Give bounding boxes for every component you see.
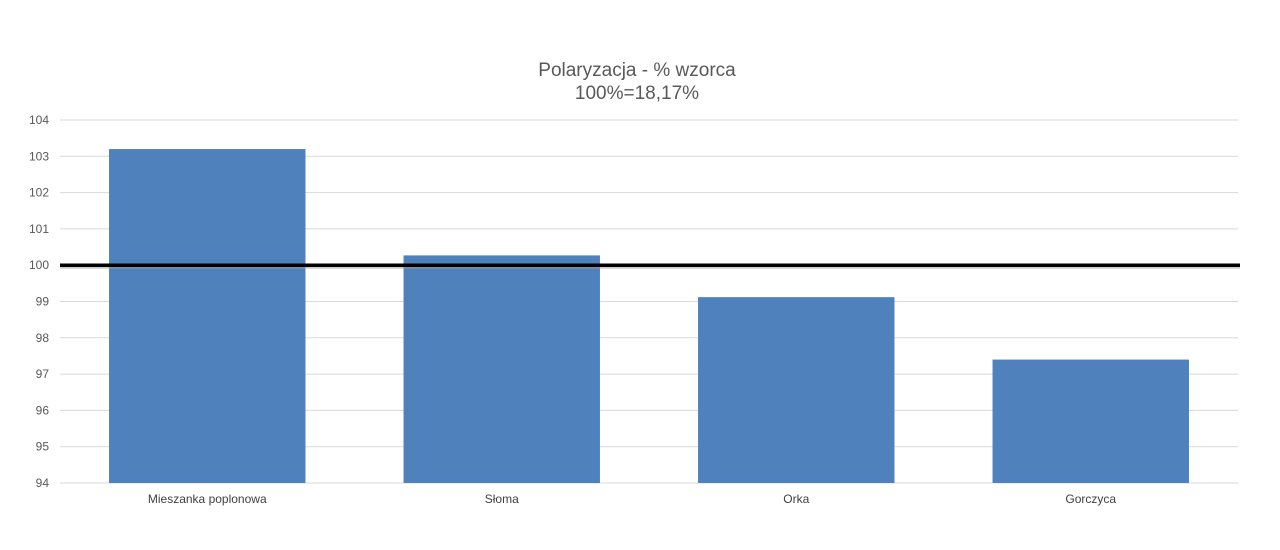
bar: [698, 297, 895, 483]
chart-title: Polaryzacja - % wzorca: [538, 60, 736, 81]
x-axis-ticks: Mieszanka poplonowa Słoma Orka Gorczyca: [148, 492, 1117, 506]
y-tick-label: 102: [29, 186, 49, 200]
y-tick-label: 103: [29, 149, 49, 163]
reference-line-layer: [60, 263, 1240, 269]
chart-subtitle: 100%=18,17%: [575, 83, 699, 104]
y-tick-label: 96: [36, 403, 50, 417]
y-tick-label: 98: [36, 331, 50, 345]
y-axis-ticks: 94 95 96 97 98 99 100 101 102 103 104: [29, 113, 49, 490]
y-tick-label: 94: [36, 476, 50, 490]
bar: [403, 255, 600, 483]
bars: [109, 149, 1189, 484]
x-tick-label: Gorczyca: [1065, 492, 1116, 506]
y-tick-label: 104: [29, 113, 49, 127]
y-tick-label: 95: [36, 440, 50, 454]
x-tick-label: Mieszanka poplonowa: [148, 492, 267, 506]
y-tick-label: 101: [29, 222, 49, 236]
y-tick-label: 99: [36, 295, 50, 309]
bar: [992, 359, 1189, 483]
x-tick-label: Orka: [783, 492, 809, 506]
x-tick-label: Słoma: [485, 492, 519, 506]
bar: [109, 149, 306, 484]
y-tick-label: 100: [29, 258, 49, 272]
y-tick-label: 97: [36, 367, 50, 381]
